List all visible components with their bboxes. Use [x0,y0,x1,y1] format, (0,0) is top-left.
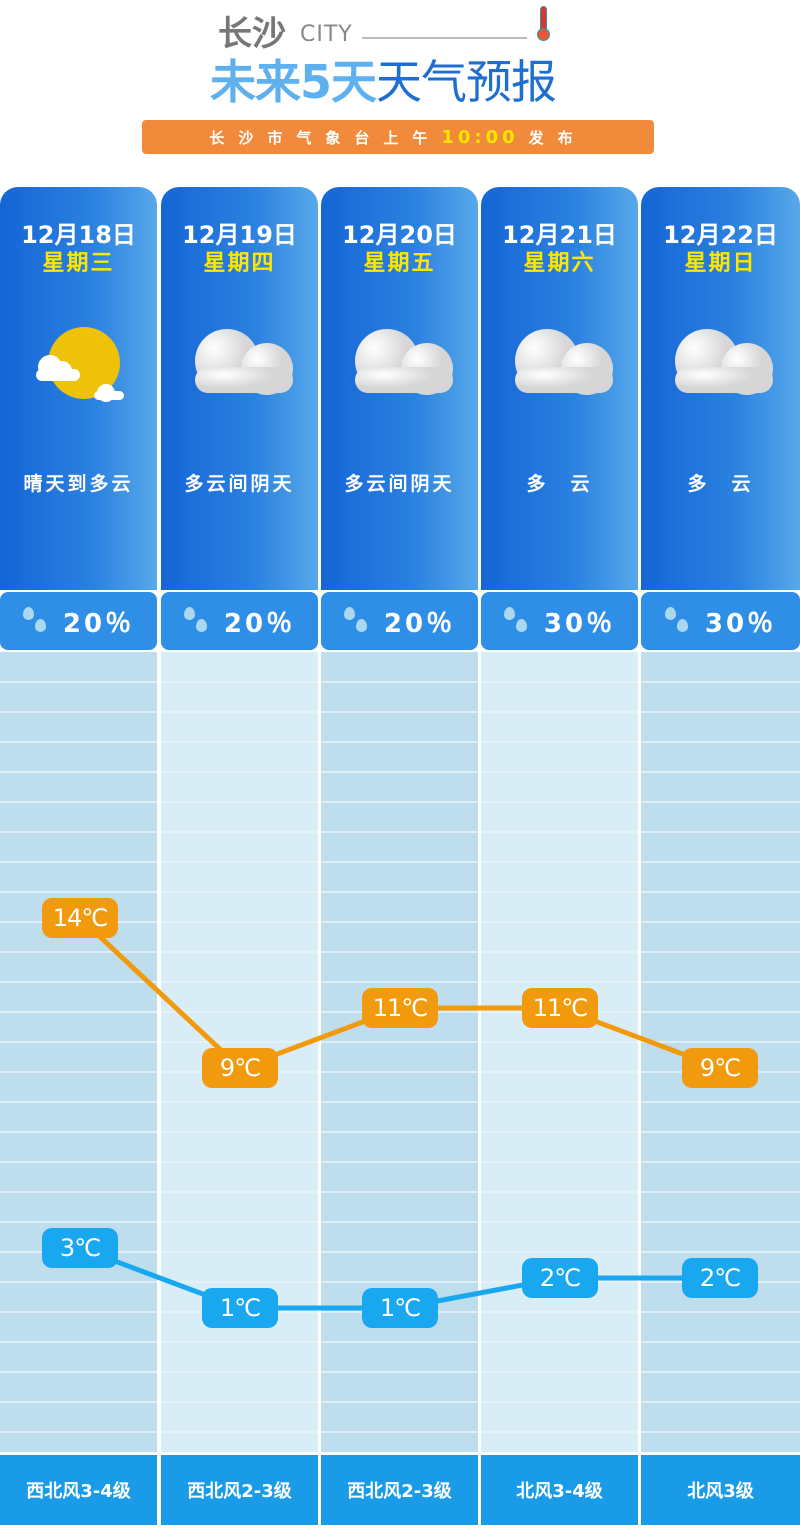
day-weekday: 星期日 [684,251,757,276]
low-temp-label: 2℃ [682,1258,758,1298]
day-card: 12月20日 星期五 多云间阴天 [321,187,478,590]
day-card: 12月18日 星期三 晴天到多云 [0,187,157,590]
wind-info: 西北风2-3级 [161,1455,318,1525]
release-time: 10:00 [441,126,519,148]
weather-desc: 多 云 [526,473,593,495]
rain-chance: 20％ [321,592,478,650]
chart-column-bg [481,652,638,1452]
cloud-icon [509,327,619,407]
high-temp-label: 14℃ [42,898,118,938]
day-date: 12月22日 [663,221,778,249]
day-weekday: 星期四 [203,251,276,276]
sun-cloud-icon [28,327,138,407]
raindrop-icon [503,607,532,635]
day-date: 12月18日 [21,221,136,249]
raindrop-icon [22,607,51,635]
day-date: 12月21日 [502,221,617,249]
cloud-icon [189,327,299,407]
rain-percent: 20％ [223,608,296,639]
day-card: 12月21日 星期六 多 云 [481,187,638,590]
day-weekday: 星期六 [523,251,596,276]
city-label: CITY [300,22,353,47]
temperature-chart [0,652,800,1452]
rain-percent: 30％ [704,608,777,639]
weather-desc: 多云间阴天 [184,473,295,495]
weather-desc: 晴天到多云 [23,473,134,495]
wind-info: 北风3-4级 [481,1455,638,1525]
low-temp-label: 1℃ [202,1288,278,1328]
high-temp-label: 9℃ [682,1048,758,1088]
wind-info: 北风3级 [641,1455,800,1525]
rain-percent: 20％ [62,608,135,639]
high-temp-label: 11℃ [362,988,438,1028]
city-name: 长沙 [218,14,286,54]
day-date: 12月19日 [182,221,297,249]
release-banner: 长沙市气象台上午 10:00 发布 [142,120,654,154]
day-card: 12月19日 星期四 多云间阴天 [161,187,318,590]
raindrop-icon [664,607,693,635]
thermometer-icon [537,6,550,42]
raindrop-icon [343,607,372,635]
low-temp-label: 1℃ [362,1288,438,1328]
raindrop-icon [183,607,212,635]
day-weekday: 星期五 [363,251,436,276]
cloud-icon [349,327,459,407]
low-temp-label: 2℃ [522,1258,598,1298]
weather-desc: 多云间阴天 [344,473,455,495]
page-title: 未来5天天气预报 [210,55,557,109]
day-card: 12月22日 星期日 多 云 [641,187,800,590]
rain-chance: 30％ [481,592,638,650]
low-temp-label: 3℃ [42,1228,118,1268]
day-weekday: 星期三 [42,251,115,276]
divider [362,37,527,39]
rain-chance: 30％ [641,592,800,650]
rain-chance: 20％ [0,592,157,650]
day-date: 12月20日 [342,221,457,249]
wind-info: 西北风2-3级 [321,1455,478,1525]
weather-desc: 多 云 [687,473,754,495]
chart-column-bg [0,652,157,1452]
rain-percent: 30％ [543,608,616,639]
rain-percent: 20％ [383,608,456,639]
wind-info: 西北风3-4级 [0,1455,157,1525]
cloud-icon [669,327,779,407]
high-temp-label: 11℃ [522,988,598,1028]
high-temp-label: 9℃ [202,1048,278,1088]
rain-chance: 20％ [161,592,318,650]
